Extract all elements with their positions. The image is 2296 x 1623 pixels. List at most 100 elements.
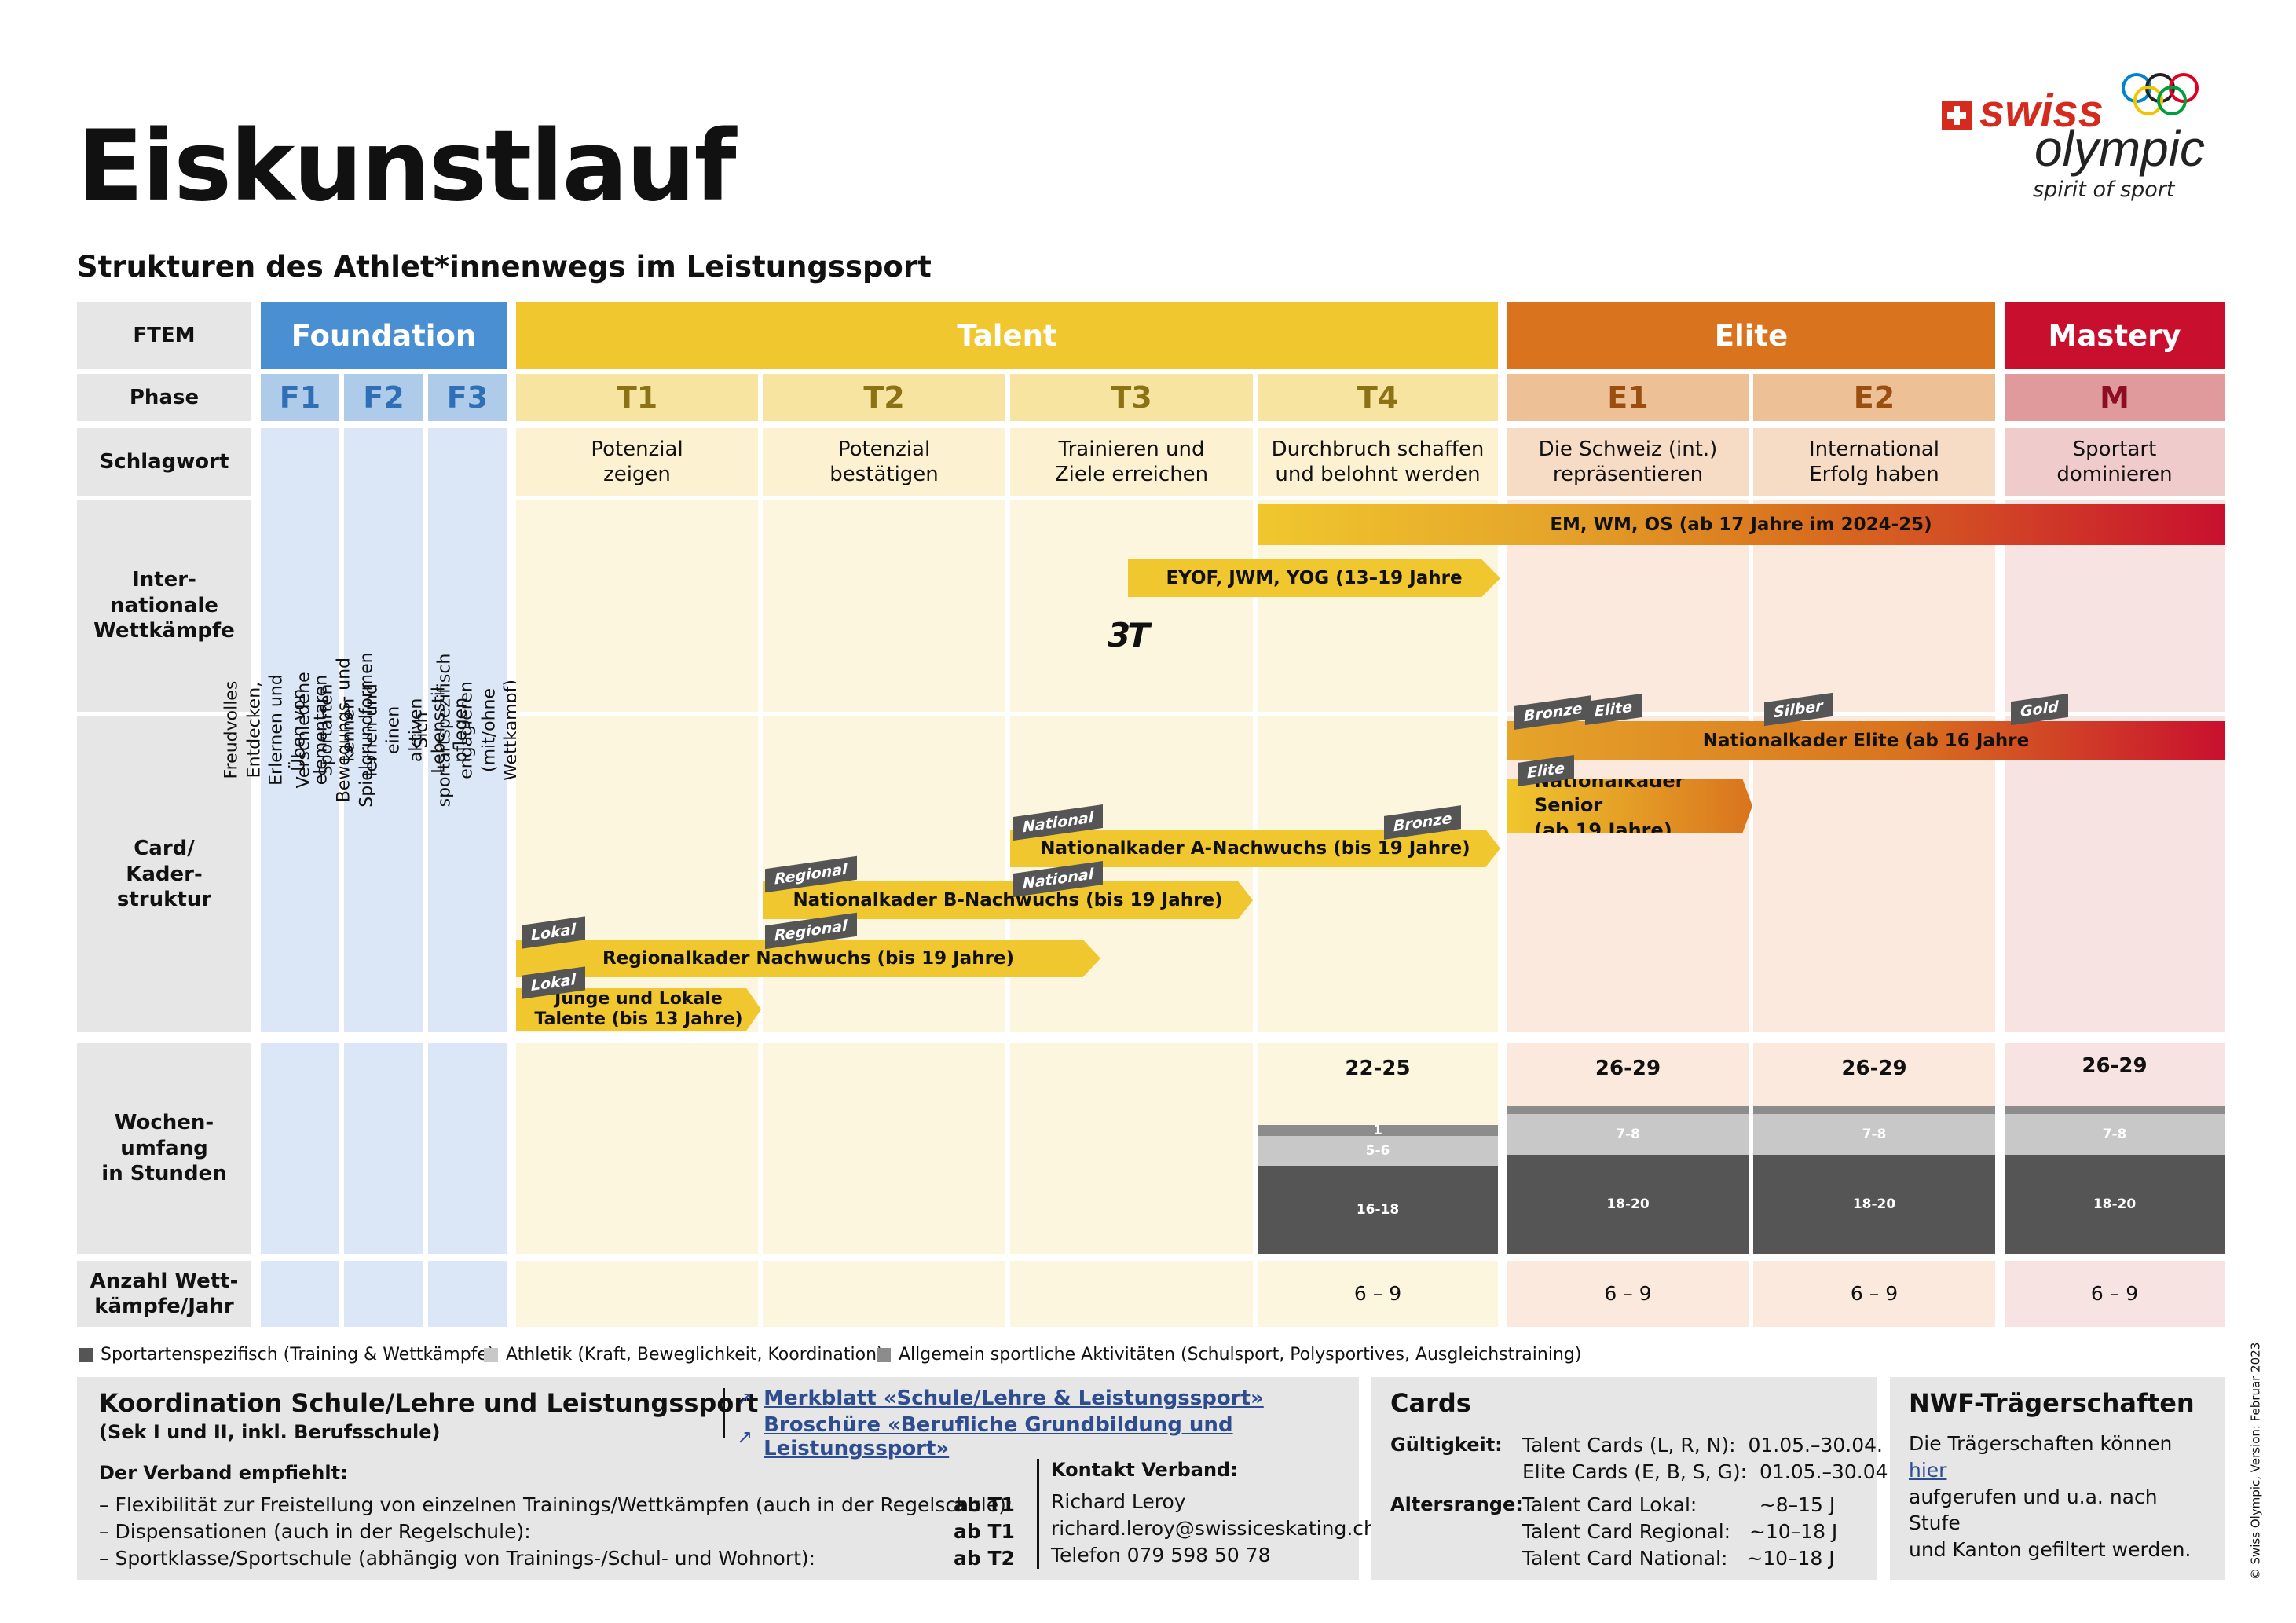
cards-box: Cards Gültigkeit: Talent Cards (L, R, N)… <box>1371 1377 1895 1580</box>
verband-item-1-value: ab T1 <box>954 1493 1015 1516</box>
link-merkblatt[interactable]: ↗ Merkblatt «Schule/Lehre & Leistungsspo… <box>737 1387 1264 1410</box>
link-broschuere-label[interactable]: Broschüre «Berufliche Grundbildung und L… <box>764 1413 1233 1460</box>
three-t-logo: 3T <box>1108 616 1150 654</box>
legend-label-sport: Sportartenspezifisch (Training & Wettkäm… <box>101 1345 495 1365</box>
external-link-icon: ↗ <box>737 1426 753 1448</box>
row-label-wochenumfang: Wochen- umfang in Stunden <box>77 1043 251 1254</box>
logo-swiss: swiss <box>1979 86 2104 137</box>
verband-item-2-value: ab T1 <box>954 1520 1015 1543</box>
row-label-phase: Phase <box>77 374 251 421</box>
nwf-box: NWF-Trägerschaften Die Trägerschaften kö… <box>1890 1377 2225 1580</box>
legend-athletik: Athletik (Kraft, Beweglichkeit, Koordina… <box>484 1345 884 1365</box>
external-link-icon: ↗ <box>737 1387 753 1409</box>
wochen-athletik-m: 7-8 <box>2005 1114 2225 1155</box>
schule-title: Koordination Schule/Lehre und Leistungss… <box>99 1388 759 1418</box>
legend-label-athletik: Athletik (Kraft, Beweglichkeit, Koordina… <box>506 1345 884 1365</box>
altersrange-label: Altersrange: <box>1390 1493 1523 1515</box>
altersrange-lokal: Talent Card Lokal: ~8–15 J <box>1522 1493 1836 1516</box>
row-label-card: Card/ Kader- struktur <box>77 716 251 1032</box>
row-label-anzahl: Anzahl Wett- kämpfe/Jahr <box>77 1261 251 1327</box>
keyword-t3: Trainieren und Ziele erreichen <box>1010 428 1253 496</box>
verband-item-3: – Sportklasse/Sportschule (abhängig von … <box>99 1547 816 1570</box>
kontakt-name: Richard Leroy <box>1051 1490 1186 1513</box>
keyword-e2: International Erfolg haben <box>1753 428 1995 496</box>
wochen-sport-e2: 18-20 <box>1753 1155 1995 1254</box>
phase-f1: F1 <box>261 374 339 421</box>
nwf-link[interactable]: hier <box>1909 1458 1947 1482</box>
verband-item-2: – Dispensationen (auch in der Regelschul… <box>99 1520 531 1543</box>
row-label-international: Inter- nationale Wettkämpfe <box>77 500 251 712</box>
wochen-athletik-t4: 5-6 <box>1258 1136 1498 1166</box>
wochen-athletik-e2: 7-8 <box>1753 1114 1995 1155</box>
keyword-t1: Potenzial zeigen <box>516 428 758 496</box>
olympic-rings-icon <box>1942 73 2199 130</box>
legend-sport: Sportartenspezifisch (Training & Wettkäm… <box>79 1345 495 1365</box>
verband-title: Der Verband empfiehlt: <box>99 1462 348 1484</box>
wochen-sport-m: 18-20 <box>2005 1155 2225 1254</box>
swiss-olympic-logo: swiss olympic spirit of sport <box>1940 71 2231 212</box>
bar-em-wm-os: EM, WM, OS (ab 17 Jahre im 2024-25) <box>1258 504 2225 545</box>
kontakt-email[interactable]: richard.leroy@swissiceskating.ch <box>1051 1517 1376 1540</box>
wochen-allgemein-e1 <box>1507 1106 1749 1114</box>
page-title: Eiskunstlauf <box>77 110 737 223</box>
phase-t4: T4 <box>1258 374 1498 421</box>
kontakt-phone: Telefon 079 598 50 78 <box>1051 1544 1271 1566</box>
bar-a-nachwuchs: Nationalkader A-Nachwuchs (bis 19 Jahre) <box>1010 830 1500 867</box>
mastery-body <box>2005 500 2225 1032</box>
wochen-allgemein-t4: 1 <box>1258 1123 1498 1138</box>
cards-title: Cards <box>1390 1388 1471 1418</box>
legend-swatch-allgemein <box>877 1347 891 1362</box>
foundation-text-f3: Sich sportartspezifisch engagieren (mit/… <box>412 653 522 808</box>
verband-item-1: – Flexibilität zur Freistellung von einz… <box>99 1493 1013 1516</box>
phase-e2: E2 <box>1753 374 1995 421</box>
wochen-sport-e1: 18-20 <box>1507 1155 1749 1254</box>
wochen-total-e2: 26-29 <box>1841 1057 1907 1080</box>
keyword-e1: Die Schweiz (int.) repräsentieren <box>1507 428 1749 496</box>
nwf-text-after: aufgerufen und u.a. nach Stufe und Kanto… <box>1909 1485 2192 1561</box>
wettkaempfe-e2: 6 – 9 <box>1850 1282 1899 1305</box>
bar-lokale-talente: Junge und Lokale Talente (bis 13 Jahre) <box>516 988 761 1031</box>
gueltigkeit-label: Gültigkeit: <box>1390 1434 1503 1456</box>
keyword-t4: Durchbruch schaffen und belohnt werden <box>1258 428 1498 496</box>
stage-elite: Elite <box>1507 302 1995 369</box>
link-broschuere[interactable]: ↗ Broschüre «Berufliche Grundbildung und… <box>737 1413 1359 1460</box>
phase-t1: T1 <box>516 374 758 421</box>
legend-label-allgemein: Allgemein sportliche Aktivitäten (Schuls… <box>899 1345 1582 1365</box>
row-label-ftem: FTEM <box>77 302 251 369</box>
schule-box: Koordination Schule/Lehre und Leistungss… <box>77 1377 1376 1580</box>
wettkaempfe-t4: 6 – 9 <box>1353 1282 1402 1305</box>
logo-olympic: olympic <box>2034 120 2205 177</box>
wochen-athletik-e1: 7-8 <box>1507 1114 1749 1155</box>
legend-allgemein: Allgemein sportliche Aktivitäten (Schuls… <box>877 1345 1581 1365</box>
altersrange-regional: Talent Card Regional: ~10–18 J <box>1522 1520 1838 1543</box>
logo-tagline: spirit of sport <box>2033 178 2175 202</box>
schule-subtitle: (Sek I und II, inkl. Berufsschule) <box>99 1421 441 1443</box>
keyword-t2: Potenzial bestätigen <box>763 428 1005 496</box>
nwf-text-before: Die Trägerschaften können <box>1909 1432 2173 1455</box>
bar-nationalkader-senior: Nationalkader Senior (ab 19 Jahre) <box>1507 779 1752 833</box>
nwf-text: Die Trägerschaften können hier aufgerufe… <box>1909 1431 2215 1563</box>
keyword-m: Sportart dominieren <box>2005 428 2225 496</box>
foundation-col-f1 <box>261 428 339 1327</box>
foundation-col-f3 <box>428 428 507 1327</box>
bar-b-nachwuchs: Nationalkader B-Nachwuchs (bis 19 Jahre) <box>763 881 1253 919</box>
stage-mastery: Mastery <box>2005 302 2225 369</box>
gueltigkeit-elite: Elite Cards (E, B, S, G): 01.05.–30.04. <box>1522 1460 1895 1483</box>
foundation-col-f2 <box>344 428 423 1327</box>
phase-e1: E1 <box>1507 374 1749 421</box>
wochen-total-m: 26-29 <box>2082 1054 2148 1078</box>
verband-item-3-value: ab T2 <box>954 1547 1015 1570</box>
link-merkblatt-label[interactable]: Merkblatt «Schule/Lehre & Leistungssport… <box>764 1387 1264 1410</box>
phase-f2: F2 <box>344 374 423 421</box>
stage-talent: Talent <box>516 302 1498 369</box>
nwf-title: NWF-Trägerschaften <box>1909 1388 2195 1418</box>
wochen-total-t4: 22-25 <box>1345 1057 1411 1080</box>
gueltigkeit-talent: Talent Cards (L, R, N): 01.05.–30.04. <box>1522 1434 1883 1456</box>
phase-m: M <box>2005 374 2225 421</box>
altersrange-national: Talent Card National: ~10–18 J <box>1522 1547 1835 1570</box>
phase-f3: F3 <box>428 374 507 421</box>
page-subtitle: Strukturen des Athlet*innenwegs im Leist… <box>77 250 932 284</box>
wettkaempfe-m: 6 – 9 <box>2090 1282 2139 1305</box>
row-label-schlagwort: Schlagwort <box>77 428 251 496</box>
wochen-allgemein-m <box>2005 1106 2225 1114</box>
